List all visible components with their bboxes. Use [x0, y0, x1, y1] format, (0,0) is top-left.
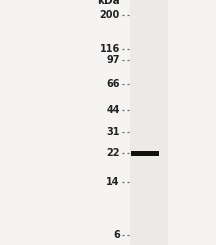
Text: 200: 200 [100, 10, 120, 20]
Text: kDa: kDa [97, 0, 120, 6]
Text: 14: 14 [106, 177, 120, 187]
Text: 31: 31 [106, 127, 120, 137]
Text: 116: 116 [100, 44, 120, 54]
Text: 97: 97 [106, 55, 120, 65]
FancyBboxPatch shape [131, 151, 159, 156]
FancyBboxPatch shape [130, 0, 168, 245]
Text: 66: 66 [106, 79, 120, 89]
Text: 22: 22 [106, 148, 120, 159]
Text: 44: 44 [106, 105, 120, 115]
Text: 6: 6 [113, 230, 120, 240]
